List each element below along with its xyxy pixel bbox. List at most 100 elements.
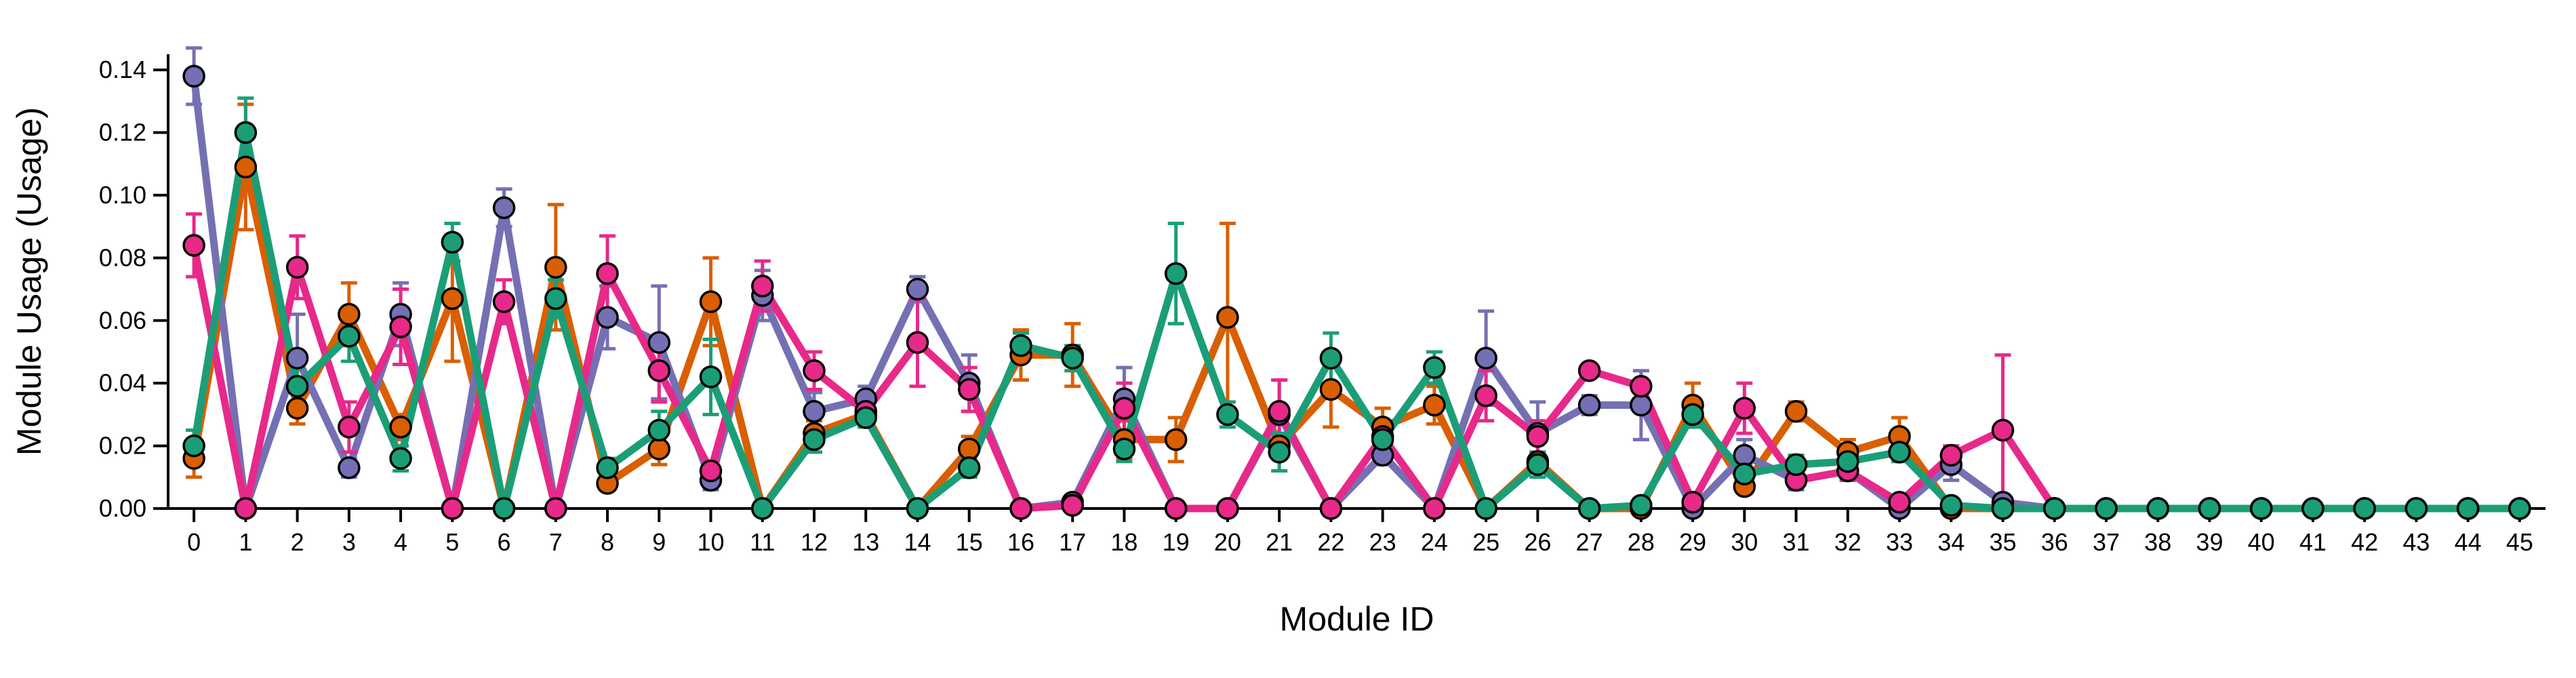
data-point	[1061, 494, 1084, 517]
x-tick-label: 19	[1163, 528, 1190, 556]
data-point	[1268, 400, 1291, 423]
data-point	[1577, 393, 1601, 417]
series-line	[190, 129, 2524, 513]
series-0	[186, 102, 2524, 513]
data-point	[389, 416, 412, 439]
x-tick-label: 13	[852, 528, 879, 556]
y-tick-label: 0.10	[99, 181, 146, 209]
series-3-markers	[182, 121, 2531, 520]
data-point	[285, 397, 309, 420]
data-point	[1423, 497, 1446, 520]
series-0-markers	[182, 155, 2531, 520]
data-point	[2095, 497, 2118, 520]
data-point	[1216, 497, 1239, 520]
data-point	[182, 64, 205, 88]
data-point	[1630, 494, 1653, 517]
data-point	[1423, 356, 1446, 379]
data-point	[285, 346, 309, 370]
data-point	[285, 256, 309, 279]
data-point	[1268, 441, 1291, 464]
y-axis: 0.00 0.02 0.04 0.06 0.08 0.10 0.12 0.14	[99, 54, 169, 522]
data-point	[1319, 497, 1343, 520]
data-point	[957, 456, 981, 479]
data-point	[1474, 497, 1497, 520]
x-tick-label: 35	[1989, 528, 2016, 556]
data-point	[1784, 400, 1808, 423]
data-point	[1009, 497, 1032, 520]
x-tick-label: 43	[2402, 528, 2430, 556]
data-point	[1009, 334, 1032, 357]
data-point	[751, 497, 774, 520]
data-point	[182, 234, 205, 257]
y-tick-label: 0.08	[99, 243, 146, 271]
series-3	[186, 96, 2524, 513]
data-point	[1164, 262, 1188, 285]
data-point	[2404, 497, 2428, 520]
x-tick-label: 2	[291, 528, 304, 556]
x-tick-label: 24	[1421, 528, 1448, 556]
data-point	[1526, 424, 1550, 448]
y-axis-title: Module Usage (Usage)	[10, 107, 48, 456]
data-point	[492, 196, 516, 220]
x-tick-label: 16	[1007, 528, 1034, 556]
x-tick-label: 12	[801, 528, 828, 556]
data-point	[2146, 497, 2169, 520]
data-point	[1526, 453, 1550, 477]
series-layer	[182, 46, 2531, 520]
y-tick-label: 0.04	[99, 369, 146, 397]
x-tick-label: 29	[1679, 528, 1706, 556]
data-point	[1991, 497, 2015, 520]
data-point	[1784, 453, 1808, 477]
x-tick-label: 40	[2248, 528, 2275, 556]
y-tick-label: 0.00	[99, 494, 146, 522]
data-point	[751, 275, 774, 298]
data-point	[596, 306, 619, 329]
data-point	[647, 418, 671, 442]
x-tick-label: 1	[239, 528, 252, 556]
data-point	[338, 456, 361, 479]
x-tick-label: 11	[750, 528, 775, 556]
y-tick-label: 0.12	[99, 119, 146, 146]
data-point	[1319, 378, 1343, 401]
x-tick-label: 20	[1214, 528, 1241, 556]
data-point	[1888, 491, 1911, 514]
data-point	[2508, 497, 2531, 520]
data-point	[647, 437, 671, 460]
data-point	[544, 497, 567, 520]
data-point	[285, 375, 309, 398]
data-point	[492, 497, 516, 520]
data-point	[1319, 346, 1343, 370]
data-point	[906, 277, 929, 301]
data-point	[957, 378, 981, 401]
data-point	[1577, 359, 1601, 382]
data-point	[1836, 450, 1859, 473]
data-point	[699, 365, 723, 388]
data-point	[1888, 441, 1911, 464]
data-point	[1423, 393, 1446, 417]
x-tick-label: 21	[1266, 528, 1293, 556]
x-tick-label: 15	[956, 528, 983, 556]
data-point	[544, 256, 567, 279]
data-point	[389, 315, 412, 338]
data-point	[338, 302, 361, 326]
data-point	[957, 437, 981, 460]
data-point	[2042, 497, 2066, 520]
x-tick-label: 14	[904, 528, 931, 556]
data-point	[2249, 497, 2273, 520]
x-tick-label: 41	[2299, 528, 2327, 556]
data-point	[1164, 497, 1188, 520]
x-tick-label: 23	[1369, 528, 1396, 556]
data-point	[1681, 403, 1704, 426]
x-tick-label: 26	[1524, 528, 1551, 556]
y-tick-label: 0.06	[99, 306, 146, 334]
x-tick-label: 5	[445, 528, 459, 556]
data-point	[2301, 497, 2325, 520]
x-tick-label: 37	[2093, 528, 2120, 556]
data-point	[699, 459, 723, 483]
data-point	[441, 231, 464, 254]
data-point	[1112, 397, 1136, 420]
data-point	[596, 456, 619, 479]
data-point	[2353, 497, 2376, 520]
data-point	[647, 331, 671, 354]
data-point	[1939, 443, 1963, 467]
